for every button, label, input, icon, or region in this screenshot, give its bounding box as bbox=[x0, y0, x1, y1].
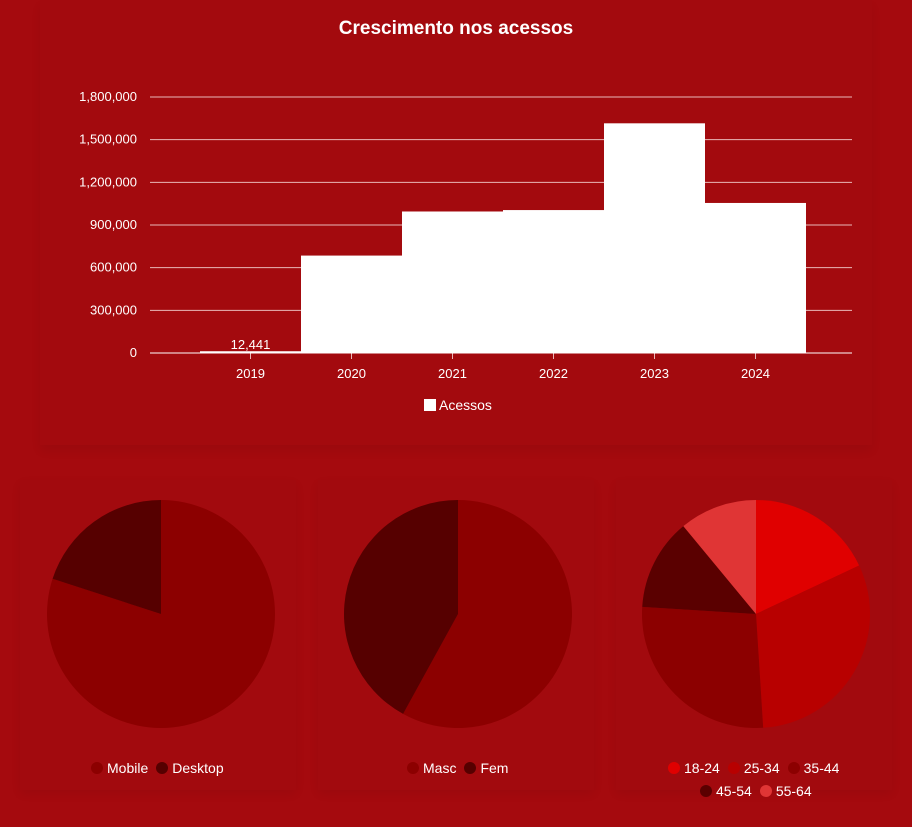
pie-slice-age-18-24 bbox=[756, 500, 860, 614]
pie-legend-age-row2: 45-54 55-64 bbox=[700, 783, 820, 799]
pie-slice-age-55-64 bbox=[683, 500, 756, 614]
bar-2023 bbox=[604, 123, 705, 353]
legend-swatch-acessos bbox=[424, 399, 436, 411]
pie-slice-age-35-44 bbox=[642, 606, 764, 728]
x-tick-label-2019: 2019 bbox=[236, 366, 265, 381]
x-tick-label-2021: 2021 bbox=[438, 366, 467, 381]
legend-label: 55-64 bbox=[775, 783, 812, 799]
legend-label: 35-44 bbox=[803, 760, 840, 776]
y-tick-label: 900,000 bbox=[90, 217, 137, 232]
y-tick-label: 0 bbox=[130, 345, 137, 360]
legend-label: 25-34 bbox=[743, 760, 780, 776]
pie-slice-gender-masc bbox=[403, 500, 572, 728]
bar-2022 bbox=[503, 210, 604, 353]
pie-slice-age-25-34 bbox=[756, 565, 870, 728]
bar-2021 bbox=[402, 211, 503, 353]
pie-slice-device-desktop bbox=[52, 500, 161, 614]
legend-dot bbox=[759, 785, 772, 797]
legend-dot bbox=[407, 762, 419, 774]
legend-dot bbox=[91, 762, 103, 774]
legend-item-35-44[interactable]: 35-44 bbox=[787, 760, 840, 776]
legend-label: Fem bbox=[480, 760, 509, 776]
bar-2019 bbox=[200, 351, 301, 353]
y-tick-label: 1,200,000 bbox=[79, 174, 137, 189]
legend-item-45-54[interactable]: 45-54 bbox=[700, 783, 752, 799]
legend-label: Mobile bbox=[107, 760, 149, 776]
legend-label: 18-24 bbox=[684, 760, 720, 776]
legend-dot bbox=[668, 762, 680, 774]
bar-2020 bbox=[301, 255, 402, 353]
legend-item-mobile[interactable]: Mobile bbox=[91, 760, 148, 776]
legend-item-desktop[interactable]: Desktop bbox=[156, 760, 224, 776]
pie-legend-gender: Masc Fem bbox=[407, 760, 516, 776]
legend-item-55-64[interactable]: 55-64 bbox=[759, 783, 812, 799]
legend-dot bbox=[156, 762, 169, 774]
bar-legend: Acessos bbox=[424, 397, 492, 413]
data-label-2019: 12,441 bbox=[231, 337, 271, 352]
x-tick-label-2020: 2020 bbox=[337, 366, 366, 381]
legend-label-acessos: Acessos bbox=[439, 397, 492, 413]
legend-dot bbox=[464, 762, 477, 774]
legend-label: Desktop bbox=[172, 760, 224, 776]
legend-item-25-34[interactable]: 25-34 bbox=[727, 760, 780, 776]
legend-label: Masc bbox=[423, 760, 457, 776]
bar-chart: 0 300,000 600,000 900,000 1,200,000 1,500,000… bbox=[79, 89, 852, 381]
y-tick-label: 300,000 bbox=[90, 302, 137, 317]
bar-2024 bbox=[705, 202, 806, 353]
legend-label: 45-54 bbox=[716, 783, 752, 799]
legend-dot bbox=[727, 762, 740, 774]
chart-title: Crescimento nos acessos bbox=[338, 18, 574, 39]
pie-slice-gender-fem bbox=[343, 500, 458, 714]
y-tick-label: 600,000 bbox=[90, 260, 137, 275]
x-tick-label-2022: 2022 bbox=[539, 366, 568, 381]
legend-dot bbox=[700, 785, 712, 797]
legend-dot bbox=[787, 762, 800, 774]
x-tick-label-2023: 2023 bbox=[640, 366, 669, 381]
y-tick-label: 1,800,000 bbox=[79, 89, 137, 104]
pie-legend-age-row1: 18-24 25-34 35-44 bbox=[668, 760, 847, 776]
legend-item-masc[interactable]: Masc bbox=[407, 760, 456, 776]
legend-item-18-24[interactable]: 18-24 bbox=[668, 760, 720, 776]
pie-slice-age-45-54 bbox=[642, 526, 756, 614]
pie-legend-device: Mobile Desktop bbox=[91, 760, 232, 776]
legend-item-fem[interactable]: Fem bbox=[464, 760, 508, 776]
y-tick-label: 1,500,000 bbox=[79, 132, 137, 147]
x-tick-label-2024: 2024 bbox=[741, 366, 770, 381]
